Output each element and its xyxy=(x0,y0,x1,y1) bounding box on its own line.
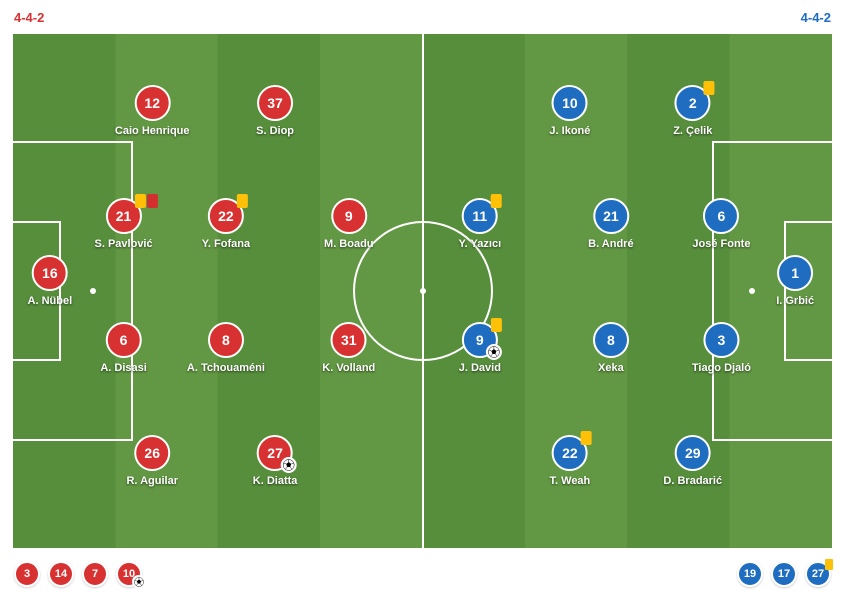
player-marker[interactable]: 6 José Fonte xyxy=(692,198,750,250)
player-number: 27 xyxy=(257,435,293,471)
player-name: Z. Çelik xyxy=(673,125,712,137)
player-number: 10 xyxy=(552,85,588,121)
player-marker[interactable]: 8 Xeka xyxy=(593,322,629,374)
goal-icon xyxy=(281,457,297,473)
player-name: D. Bradarić xyxy=(663,475,722,487)
red-card-icon xyxy=(147,194,158,208)
sub-marker[interactable]: 27 xyxy=(805,561,831,587)
player-number: 3 xyxy=(703,322,739,358)
player-name: José Fonte xyxy=(692,238,750,250)
player-number: 6 xyxy=(703,198,739,234)
yellow-card-icon xyxy=(491,194,502,208)
yellow-card-icon xyxy=(135,194,146,208)
player-number: 31 xyxy=(331,322,367,358)
player-name: S. Diop xyxy=(256,125,294,137)
player-name: Y. Fofana xyxy=(202,238,250,250)
player-marker[interactable]: 21 S. Pavlović xyxy=(95,198,153,250)
player-marker[interactable]: 9 J. David xyxy=(459,322,501,374)
yellow-card-icon xyxy=(491,318,502,332)
penalty-spot-left xyxy=(90,288,96,294)
player-number: 22 xyxy=(552,435,588,471)
player-name: Caio Henrique xyxy=(115,125,190,137)
player-number: 37 xyxy=(257,85,293,121)
away-subs: 19 17 27 xyxy=(737,561,831,587)
player-name: K. Diatta xyxy=(253,475,298,487)
player-marker[interactable]: 11 Y. Yazıcı xyxy=(459,198,502,250)
player-number: 21 xyxy=(593,198,629,234)
player-name: M. Boadu xyxy=(324,238,374,250)
player-name: K. Volland xyxy=(322,362,375,374)
player-name: J. David xyxy=(459,362,501,374)
player-number: 22 xyxy=(208,198,244,234)
player-marker[interactable]: 31 K. Volland xyxy=(322,322,375,374)
player-marker[interactable]: 12 Caio Henrique xyxy=(115,85,190,137)
subs-row: 3 14 7 10 19 17 27 xyxy=(10,551,835,587)
player-marker[interactable]: 1 I. Grbić xyxy=(776,255,814,307)
player-number: 6 xyxy=(106,322,142,358)
player-name: A. Disasi xyxy=(100,362,146,374)
yellow-card-icon xyxy=(704,81,715,95)
player-name: I. Grbić xyxy=(776,295,814,307)
player-number: 2 xyxy=(675,85,711,121)
player-number: 11 xyxy=(462,198,498,234)
player-number: 1 xyxy=(777,255,813,291)
penalty-spot-right xyxy=(749,288,755,294)
sub-marker[interactable]: 3 xyxy=(14,561,40,587)
player-marker[interactable]: 22 Y. Fofana xyxy=(202,198,250,250)
lineup-container: 4-4-2 4-4-2 16A. Nübel12Caio Henrique21S… xyxy=(0,0,845,616)
player-number: 9 xyxy=(462,322,498,358)
player-name: Tiago Djaló xyxy=(692,362,751,374)
pitch: 16A. Nübel12Caio Henrique21S. Pavlović6A… xyxy=(10,31,835,551)
player-marker[interactable]: 26 R. Aguilar xyxy=(126,435,178,487)
player-name: A. Nübel xyxy=(28,295,73,307)
player-marker[interactable]: 37 S. Diop xyxy=(256,85,294,137)
player-number: 21 xyxy=(106,198,142,234)
sub-marker[interactable]: 10 xyxy=(116,561,142,587)
player-marker[interactable]: 6 A. Disasi xyxy=(100,322,146,374)
player-number: 29 xyxy=(675,435,711,471)
yellow-card-icon xyxy=(237,194,248,208)
player-name: B. André xyxy=(588,238,633,250)
player-marker[interactable]: 10 J. Ikoné xyxy=(549,85,590,137)
player-marker[interactable]: 22 T. Weah xyxy=(550,435,591,487)
player-name: T. Weah xyxy=(550,475,591,487)
goal-icon xyxy=(132,575,145,588)
yellow-card-icon xyxy=(581,431,592,445)
sub-marker[interactable]: 14 xyxy=(48,561,74,587)
player-marker[interactable]: 16 A. Nübel xyxy=(28,255,73,307)
player-marker[interactable]: 3 Tiago Djaló xyxy=(692,322,751,374)
player-marker[interactable]: 27 K. Diatta xyxy=(253,435,298,487)
player-number: 8 xyxy=(593,322,629,358)
player-name: Y. Yazıcı xyxy=(459,238,502,250)
goal-icon xyxy=(486,344,502,360)
player-name: Xeka xyxy=(598,362,624,374)
player-name: S. Pavlović xyxy=(95,238,153,250)
home-formation: 4-4-2 xyxy=(14,10,44,25)
sub-marker[interactable]: 7 xyxy=(82,561,108,587)
player-marker[interactable]: 29 D. Bradarić xyxy=(663,435,722,487)
yellow-card-icon xyxy=(825,559,833,570)
center-dot xyxy=(420,288,426,294)
player-name: A. Tchouaméni xyxy=(187,362,265,374)
formation-header: 4-4-2 4-4-2 xyxy=(10,10,835,31)
player-number: 16 xyxy=(32,255,68,291)
player-number: 8 xyxy=(208,322,244,358)
sub-marker[interactable]: 17 xyxy=(771,561,797,587)
player-number: 12 xyxy=(134,85,170,121)
player-marker[interactable]: 9 M. Boadu xyxy=(324,198,374,250)
away-formation: 4-4-2 xyxy=(801,10,831,25)
player-marker[interactable]: 21 B. André xyxy=(588,198,633,250)
player-marker[interactable]: 8 A. Tchouaméni xyxy=(187,322,265,374)
player-marker[interactable]: 2 Z. Çelik xyxy=(673,85,712,137)
home-subs: 3 14 7 10 xyxy=(14,561,142,587)
sub-marker[interactable]: 19 xyxy=(737,561,763,587)
player-name: J. Ikoné xyxy=(549,125,590,137)
player-number: 26 xyxy=(134,435,170,471)
player-name: R. Aguilar xyxy=(126,475,178,487)
player-number: 9 xyxy=(331,198,367,234)
